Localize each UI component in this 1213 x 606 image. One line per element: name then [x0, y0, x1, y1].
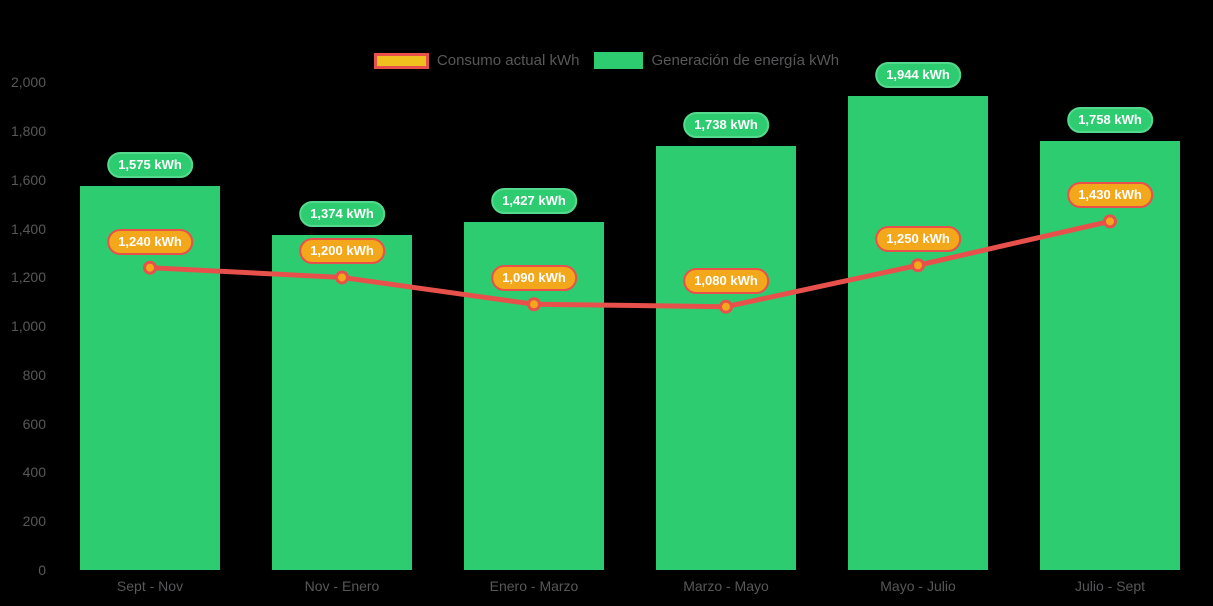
y-axis-tick-label: 800	[22, 366, 46, 383]
x-axis-category-label: Marzo - Mayo	[683, 578, 769, 594]
consumption-value-label: 1,080 kWh	[683, 267, 769, 294]
generation-bar[interactable]	[656, 146, 796, 570]
generation-value-label: 1,427 kWh	[491, 188, 577, 215]
legend: Consumo actual kWh Generación de energía…	[0, 52, 1213, 69]
y-axis-tick-label: 600	[22, 415, 46, 432]
consumption-value-label: 1,430 kWh	[1067, 182, 1153, 209]
generation-bar[interactable]	[1040, 141, 1180, 570]
consumption-value-label: 1,200 kWh	[299, 238, 385, 265]
y-axis-tick-label: 1,400	[10, 220, 46, 237]
consumption-line	[147, 218, 1113, 310]
legend-item-consumo[interactable]: Consumo actual kWh	[373, 52, 580, 69]
consumption-value-label: 1,240 kWh	[107, 228, 193, 255]
y-axis-tick-label: 1,800	[10, 123, 46, 140]
generation-bar[interactable]	[272, 235, 412, 570]
generation-bar[interactable]	[848, 96, 988, 570]
consumption-value-label: 1,250 kWh	[875, 226, 961, 253]
legend-label-generacion: Generación de energía kWh	[651, 52, 840, 69]
legend-swatch-consumo	[373, 52, 429, 69]
generation-value-label: 1,738 kWh	[683, 112, 769, 139]
consumption-value-label: 1,090 kWh	[491, 265, 577, 292]
legend-swatch-generacion	[594, 52, 644, 69]
generation-value-label: 1,944 kWh	[875, 62, 961, 89]
y-axis-tick-label: 400	[22, 464, 46, 481]
consumption-point-marker[interactable]	[719, 299, 733, 314]
x-axis-category-label: Mayo - Julio	[880, 578, 956, 594]
y-axis-tick-label: 0	[38, 562, 46, 578]
y-axis-tick-label: 1,600	[10, 171, 46, 188]
x-axis-category-label: Nov - Enero	[304, 578, 380, 594]
x-axis-category-label: Enero - Marzo	[489, 578, 579, 594]
consumption-point-marker[interactable]	[911, 258, 925, 273]
legend-item-generacion[interactable]: Generación de energía kWh	[594, 52, 839, 69]
y-axis-tick-label: 1,000	[10, 318, 46, 335]
y-axis-tick-label: 1,200	[10, 269, 46, 286]
generation-value-label: 1,575 kWh	[107, 152, 193, 179]
x-axis-category-label: Sept - Nov	[116, 578, 184, 594]
y-axis-tick-label: 2,000	[10, 74, 46, 91]
consumption-point-marker[interactable]	[1103, 214, 1117, 229]
generation-value-label: 1,758 kWh	[1067, 107, 1153, 134]
x-axis-category-label: Julio - Sept	[1074, 578, 1146, 594]
consumption-point-marker[interactable]	[527, 297, 541, 312]
y-axis-tick-label: 200	[22, 513, 46, 530]
legend-label-consumo: Consumo actual kWh	[436, 52, 580, 69]
consumption-point-marker[interactable]	[143, 260, 157, 275]
generation-value-label: 1,374 kWh	[299, 201, 385, 228]
consumption-point-marker[interactable]	[335, 270, 349, 285]
